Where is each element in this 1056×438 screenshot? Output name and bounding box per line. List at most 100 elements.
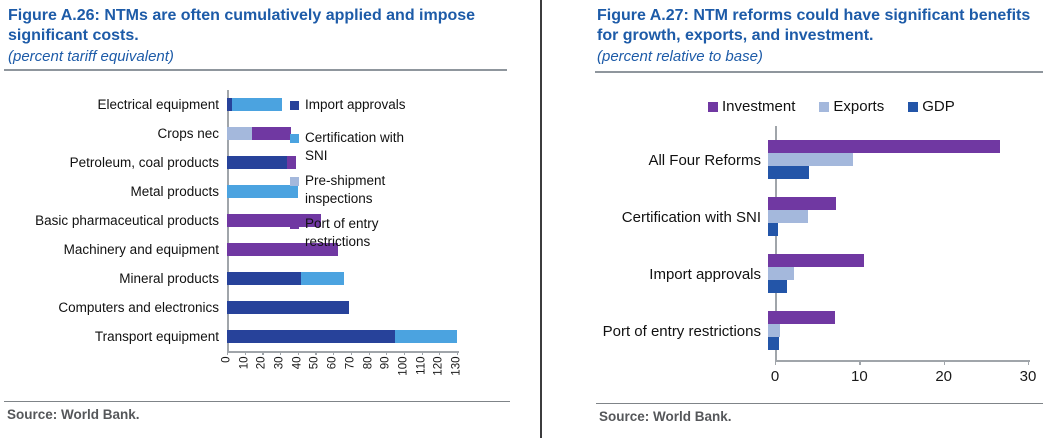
bar-segment-import-approvals [227, 156, 288, 169]
legend-item: Port of entry restrictions [290, 215, 440, 251]
bar-track [227, 235, 459, 264]
bar-row: Transport equipment [8, 322, 510, 351]
category-label: All Four Reforms [648, 152, 761, 169]
bar-group: Import approvals [560, 246, 1030, 303]
bar-track [227, 293, 459, 322]
x-axis-tick-label: 60 [326, 356, 339, 370]
x-axis-tick-label: 0 [220, 356, 233, 363]
x-axis-tick [280, 351, 282, 355]
bar-track [768, 189, 1021, 246]
category-label: Petroleum, coal products [69, 155, 219, 170]
category-label: Metal products [130, 184, 219, 199]
category-label: Port of entry restrictions [602, 323, 761, 340]
x-axis-tick [262, 351, 264, 355]
x-axis-tick [333, 351, 335, 355]
legend-label: Exports [833, 98, 885, 115]
legend-item: Import approvals [290, 96, 440, 114]
x-axis-tick [1028, 360, 1030, 365]
bar-investment [768, 140, 1000, 153]
legend-swatch-icon [290, 220, 299, 229]
legend-label: Import approvals [305, 97, 406, 112]
figure-a27-subtitle: (percent relative to base) [597, 48, 763, 65]
chart-legend: Investment Exports GDP [708, 98, 955, 115]
x-axis-tick [439, 351, 441, 355]
bar-segment-pre-shipment-inspections [227, 127, 252, 140]
chart-a27-grouped-bar: Investment Exports GDP All Four Reforms Cert… [560, 96, 1056, 396]
category-label: Basic pharmaceutical products [35, 213, 219, 228]
bar-segment-certification-with-sni [301, 272, 344, 285]
figure-a26-title-rule [4, 69, 507, 71]
bar-exports [768, 324, 780, 337]
x-axis-tick [403, 351, 406, 355]
bar-segment-import-approvals [227, 272, 302, 285]
bar-track [768, 132, 1021, 189]
bar-segment-port-of-entry-restrictions [251, 127, 291, 140]
x-axis-tick-label: 70 [344, 356, 357, 370]
figure-a26-source-rule [4, 401, 510, 402]
category-label: Transport equipment [94, 329, 219, 344]
bar-segment-import-approvals [227, 98, 233, 111]
bar-exports [768, 267, 795, 280]
chart-legend: Import approvals Certification with SNI Pr… [290, 96, 440, 258]
bar-track [768, 246, 1021, 303]
legend-label: Pre-shipment inspections [305, 173, 386, 206]
legend-item: Investment [708, 98, 795, 115]
x-axis-tick-label: 50 [308, 356, 321, 370]
x-axis-tick-label: 30 [1019, 368, 1037, 385]
x-axis-tick-label: 130 [450, 356, 463, 376]
x-axis-tick-label: 120 [432, 356, 445, 376]
category-label: Computers and electronics [58, 300, 219, 315]
figure-a27-source-rule [596, 403, 1043, 404]
legend-item: Exports [819, 98, 884, 115]
x-axis-line [227, 351, 459, 353]
x-axis-line [775, 360, 1030, 362]
x-axis-tick [421, 351, 423, 355]
x-axis-tick-label: 80 [362, 356, 375, 370]
legend-swatch-icon [290, 101, 299, 110]
x-axis-tick [386, 351, 388, 355]
figure-a27-source: Source: World Bank. [599, 409, 732, 424]
x-axis-tick [368, 351, 370, 355]
x-axis-tick-label: 90 [379, 356, 392, 370]
bar-gdp [768, 280, 787, 293]
legend-swatch-icon [290, 134, 299, 143]
x-axis-tick [227, 351, 229, 355]
x-axis-tick [350, 351, 353, 355]
bar-row: Metal products [8, 177, 510, 206]
bar-investment [768, 254, 865, 267]
bar-segment-certification-with-sni [232, 98, 282, 111]
bar-segment-port-of-entry-restrictions [287, 156, 296, 169]
category-label: Machinery and equipment [63, 242, 219, 257]
figure-a26-source: Source: World Bank. [7, 407, 140, 422]
bar-gdp [768, 337, 779, 350]
bar-row: Machinery and equipment [8, 235, 510, 264]
bar-row: Computers and electronics [8, 293, 510, 322]
x-axis-tick-label: 10 [238, 356, 251, 370]
bar-segment-port-of-entry-restrictions [227, 243, 339, 256]
bar-exports [768, 153, 854, 166]
legend-label: GDP [922, 98, 955, 115]
legend-swatch-icon [819, 101, 830, 112]
chart-a26-stacked-bar: Electrical equipment Crops nec Petroleum, … [8, 90, 510, 400]
legend-item: Pre-shipment inspections [290, 172, 440, 208]
legend-label: Investment [722, 98, 796, 115]
bar-investment [768, 197, 837, 210]
figure-a26-subtitle: (percent tariff equivalent) [8, 48, 174, 65]
bar-exports [768, 210, 809, 223]
x-axis-tick [775, 360, 777, 365]
bar-gdp [768, 166, 810, 179]
legend-label: Port of entry restrictions [305, 216, 379, 249]
bar-row: Electrical equipment [8, 90, 510, 119]
panel-divider [540, 0, 542, 438]
bar-group: Certification with SNI [560, 189, 1030, 246]
bar-track [227, 119, 459, 148]
bar-row: Petroleum, coal products [8, 148, 510, 177]
bar-track [227, 148, 459, 177]
bar-track [227, 90, 459, 119]
bar-group: All Four Reforms [560, 132, 1030, 189]
bar-groups: All Four Reforms Certification with SNI Im… [560, 132, 1030, 360]
bar-investment [768, 311, 836, 324]
bar-row: Crops nec [8, 119, 510, 148]
legend-swatch-icon [290, 177, 299, 186]
